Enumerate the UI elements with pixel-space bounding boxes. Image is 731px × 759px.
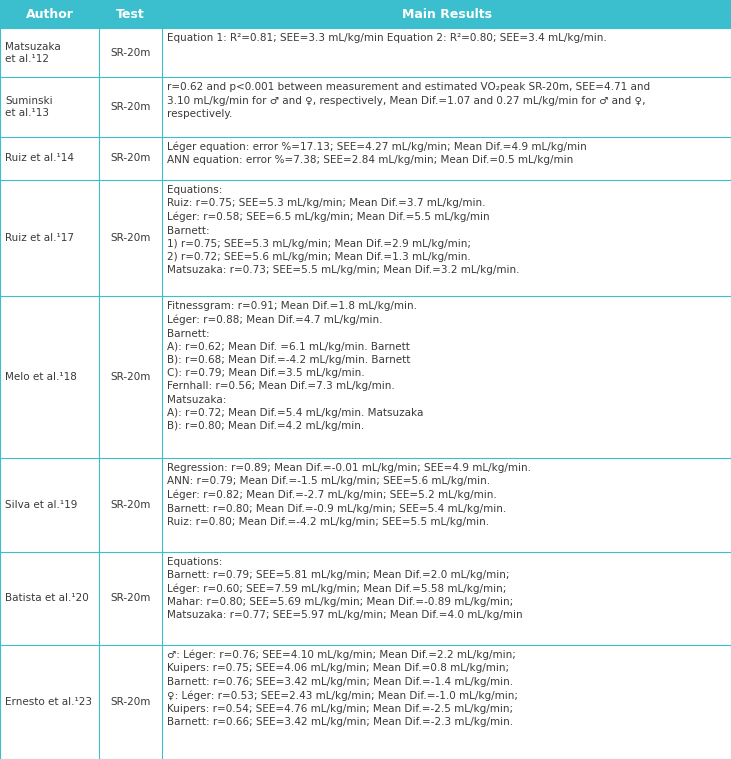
Bar (0, 552, 731, 645)
Text: Ernesto et al.¹23: Ernesto et al.¹23 (5, 697, 92, 707)
Text: SR-20m: SR-20m (110, 48, 151, 58)
Bar (0, 137, 731, 181)
Text: r=0.62 and p<0.001 between measurement and estimated VO₂peak SR-20m, SEE=4.71 an: r=0.62 and p<0.001 between measurement a… (167, 83, 650, 119)
Text: SR-20m: SR-20m (110, 233, 151, 244)
Text: SR-20m: SR-20m (110, 593, 151, 603)
Bar (0, 28, 731, 77)
Text: Melo et al.¹18: Melo et al.¹18 (5, 373, 77, 383)
Text: Suminski
et al.¹13: Suminski et al.¹13 (5, 96, 53, 118)
Text: Author: Author (26, 8, 73, 20)
Text: Ruiz et al.¹14: Ruiz et al.¹14 (5, 153, 74, 163)
Bar (0, 645, 731, 759)
Text: SR-20m: SR-20m (110, 697, 151, 707)
Text: Test: Test (116, 8, 145, 20)
Bar (0, 297, 731, 458)
Text: Equations:
Barnett: r=0.79; SEE=5.81 mL/kg/min; Mean Dif.=2.0 mL/kg/min;
Léger: : Equations: Barnett: r=0.79; SEE=5.81 mL/… (167, 556, 523, 620)
Text: Regression: r=0.89; Mean Dif.=-0.01 mL/kg/min; SEE=4.9 mL/kg/min.
ANN: r=0.79; M: Regression: r=0.89; Mean Dif.=-0.01 mL/k… (167, 463, 531, 527)
Text: SR-20m: SR-20m (110, 102, 151, 112)
Text: Fitnessgram: r=0.91; Mean Dif.=1.8 mL/kg/min.
Léger: r=0.88; Mean Dif.=4.7 mL/kg: Fitnessgram: r=0.91; Mean Dif.=1.8 mL/kg… (167, 301, 423, 431)
Text: SR-20m: SR-20m (110, 373, 151, 383)
Bar (0, 181, 731, 297)
Text: Equation 1: R²=0.81; SEE=3.3 mL/kg/min Equation 2: R²=0.80; SEE=3.4 mL/kg/min.: Equation 1: R²=0.81; SEE=3.3 mL/kg/min E… (167, 33, 607, 43)
Bar (0, 0, 731, 28)
Text: SR-20m: SR-20m (110, 500, 151, 510)
Text: Silva et al.¹19: Silva et al.¹19 (5, 500, 77, 510)
Text: Equations:
Ruiz: r=0.75; SEE=5.3 mL/kg/min; Mean Dif.=3.7 mL/kg/min.
Léger: r=0.: Equations: Ruiz: r=0.75; SEE=5.3 mL/kg/m… (167, 185, 520, 276)
Text: Matsuzaka
et al.¹12: Matsuzaka et al.¹12 (5, 42, 61, 64)
Text: Léger equation: error %=17.13; SEE=4.27 mL/kg/min; Mean Dif.=4.9 mL/kg/min
ANN e: Léger equation: error %=17.13; SEE=4.27 … (167, 141, 587, 165)
Bar (0, 77, 731, 137)
Text: SR-20m: SR-20m (110, 153, 151, 163)
Bar (0, 458, 731, 552)
Text: Batista et al.¹20: Batista et al.¹20 (5, 593, 88, 603)
Text: ♂: Léger: r=0.76; SEE=4.10 mL/kg/min; Mean Dif.=2.2 mL/kg/min;
Kuipers: r=0.75; : ♂: Léger: r=0.76; SEE=4.10 mL/kg/min; Me… (167, 650, 518, 727)
Text: Main Results: Main Results (401, 8, 491, 20)
Text: Ruiz et al.¹17: Ruiz et al.¹17 (5, 233, 74, 244)
